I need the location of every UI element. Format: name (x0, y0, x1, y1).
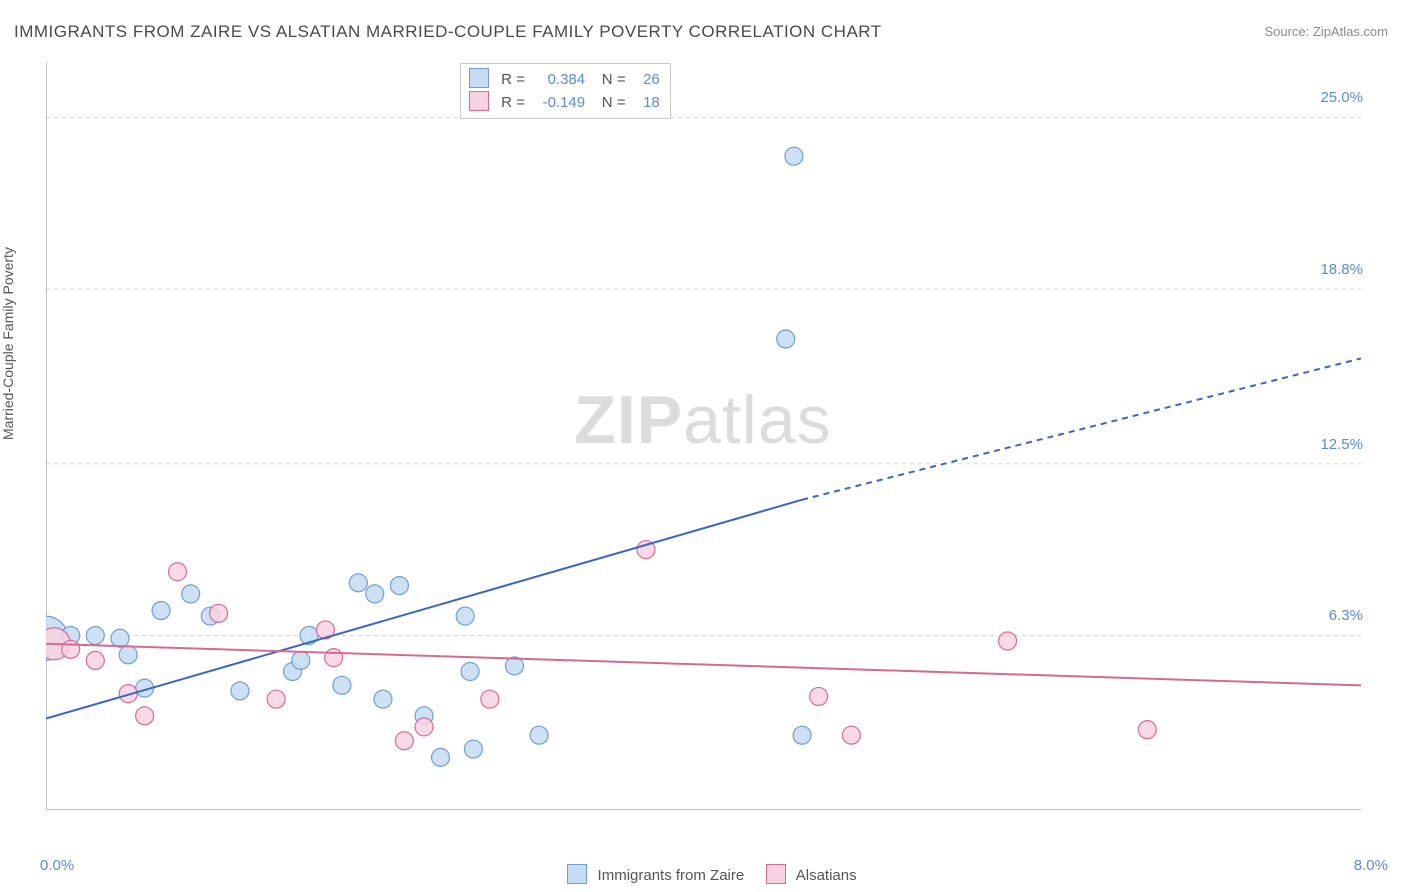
data-point (999, 632, 1017, 650)
data-point (267, 690, 285, 708)
y-tick-label: 6.3% (1303, 607, 1363, 624)
data-point (777, 330, 795, 348)
data-point (86, 626, 104, 644)
series-legend: Immigrants from Zaire Alsatians (0, 864, 1406, 884)
legend-swatch-series1 (567, 864, 587, 884)
n-value-series1: 26 (630, 69, 660, 91)
data-point (785, 147, 803, 165)
data-point (62, 640, 80, 658)
n-label: N (602, 71, 613, 88)
data-point (169, 563, 187, 581)
data-point (842, 726, 860, 744)
y-tick-label: 25.0% (1303, 89, 1363, 106)
data-point (415, 718, 433, 736)
y-axis-label: Married-Couple Family Poverty (0, 247, 16, 440)
data-point (349, 574, 367, 592)
correlation-row-series1: R = 0.384 N = 26 (469, 68, 660, 91)
legend-label-series2: Alsatians (796, 867, 857, 884)
trend-line-extrapolated (802, 358, 1361, 499)
data-point (182, 585, 200, 603)
legend-label-series1: Immigrants from Zaire (598, 867, 745, 884)
trend-line (46, 644, 1361, 686)
legend-swatch-series2-top (469, 91, 489, 111)
source-name: ZipAtlas.com (1313, 24, 1388, 39)
data-point (481, 690, 499, 708)
data-point (152, 602, 170, 620)
correlation-row-series2: R = -0.149 N = 18 (469, 91, 660, 114)
data-point (432, 748, 450, 766)
data-point (366, 585, 384, 603)
data-point (464, 740, 482, 758)
legend-swatch-series1-top (469, 68, 489, 88)
legend-swatch-series2 (766, 864, 786, 884)
r-label: R (501, 71, 512, 88)
data-point (390, 577, 408, 595)
scatter-plot (46, 62, 1361, 810)
data-point (333, 676, 351, 694)
y-tick-label: 18.8% (1303, 261, 1363, 278)
data-point (119, 646, 137, 664)
data-point (86, 651, 104, 669)
data-point (231, 682, 249, 700)
source-prefix: Source: (1264, 24, 1312, 39)
r-value-series2: -0.149 (529, 92, 585, 114)
source-attribution: Source: ZipAtlas.com (1264, 24, 1388, 39)
data-point (530, 726, 548, 744)
data-point (810, 687, 828, 705)
data-point (1138, 721, 1156, 739)
data-point (292, 651, 310, 669)
data-point (111, 629, 129, 647)
correlation-legend: R = 0.384 N = 26 R = -0.149 N = 18 (460, 63, 671, 119)
data-point (374, 690, 392, 708)
r-value-series1: 0.384 (529, 69, 585, 91)
data-point (461, 662, 479, 680)
data-point (136, 707, 154, 725)
data-point (395, 732, 413, 750)
n-value-series2: 18 (630, 92, 660, 114)
y-tick-label: 12.5% (1303, 436, 1363, 453)
chart-title: IMMIGRANTS FROM ZAIRE VS ALSATIAN MARRIE… (14, 22, 882, 42)
data-point (325, 649, 343, 667)
data-point (456, 607, 474, 625)
data-point (210, 604, 228, 622)
data-point (793, 726, 811, 744)
